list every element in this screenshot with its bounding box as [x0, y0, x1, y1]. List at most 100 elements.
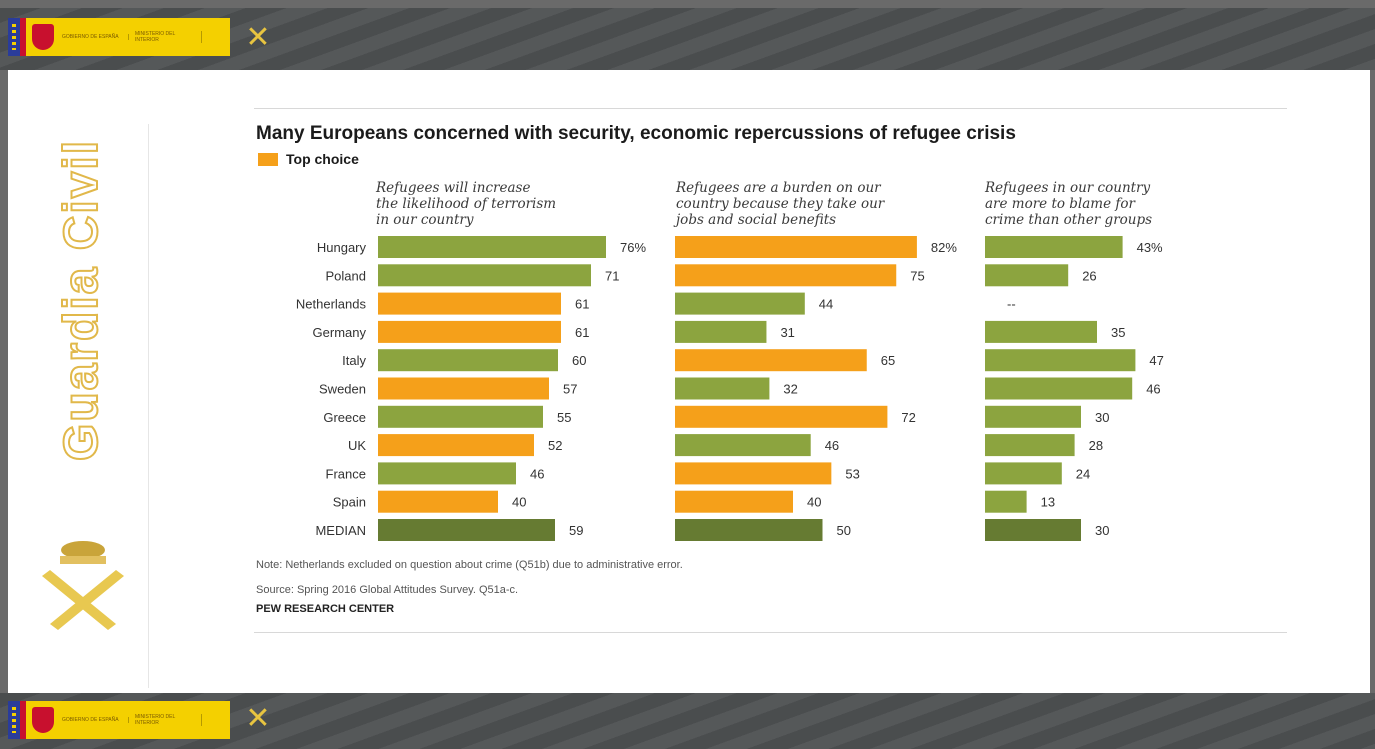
data-label: 75 [910, 268, 924, 283]
bar [378, 462, 516, 485]
category-label: Hungary [317, 240, 367, 255]
bar [378, 320, 561, 343]
category-label: Greece [323, 410, 366, 425]
data-label: 82% [931, 240, 957, 255]
bar [675, 490, 793, 513]
data-label: 60 [572, 353, 586, 368]
bar [378, 434, 534, 457]
bar [378, 519, 555, 541]
top-banner: GOBIERNO DE ESPAÑA MINISTERIO DEL INTERI… [0, 8, 1375, 70]
data-label: 65 [881, 353, 895, 368]
data-label: 40 [807, 495, 821, 510]
bar [985, 236, 1123, 258]
legend: Top choice [258, 151, 359, 167]
data-label: 61 [575, 297, 589, 312]
data-label: 57 [563, 382, 577, 397]
category-label: Poland [326, 268, 366, 283]
category-label: France [326, 466, 366, 481]
chart-credit: PEW RESEARCH CENTER [256, 603, 395, 615]
government-logo: GOBIERNO DE ESPAÑA MINISTERIO DEL INTERI… [8, 18, 230, 56]
eu-flag-icon [8, 701, 20, 739]
eu-flag-icon [8, 18, 20, 56]
bar [985, 377, 1133, 400]
guardia-civil-crest-icon [42, 541, 124, 630]
government-logo-footer: GOBIERNO DE ESPAÑA MINISTERIO DEL INTERI… [8, 701, 230, 739]
bar [675, 264, 897, 287]
bar [378, 264, 591, 287]
data-label: 44 [819, 297, 833, 312]
legend-label-top-choice: Top choice [286, 151, 359, 167]
data-label: 72 [901, 410, 915, 425]
bar [378, 377, 549, 400]
category-label: Sweden [319, 382, 366, 397]
data-label: 59 [569, 523, 583, 538]
coat-of-arms-icon [32, 707, 54, 733]
chart-source: Source: Spring 2016 Global Attitudes Sur… [256, 584, 519, 596]
bar [985, 462, 1062, 485]
bar [378, 349, 558, 372]
gov-label: GOBIERNO DE ESPAÑA [62, 34, 129, 40]
bar [675, 320, 767, 343]
chart-note: Note: Netherlands excluded on question a… [256, 559, 683, 571]
bar [985, 320, 1097, 343]
data-label: 55 [557, 410, 571, 425]
bar [378, 405, 543, 428]
chart-title: Many Europeans concerned with security, … [256, 123, 1016, 144]
ministry-label: MINISTERIO DEL INTERIOR [135, 714, 202, 726]
column-heading-crime: Refugees in our country are more to blam… [985, 180, 1153, 228]
bar [675, 405, 888, 428]
bar [378, 292, 561, 315]
data-label: 28 [1089, 438, 1103, 453]
data-label: 31 [780, 325, 794, 340]
data-label: 24 [1076, 466, 1090, 481]
data-label: 43% [1137, 240, 1163, 255]
coat-of-arms-icon [32, 24, 54, 50]
gov-label: GOBIERNO DE ESPAÑA [62, 717, 129, 723]
bar [985, 349, 1136, 372]
guardia-civil-emblem-icon: ✕ [245, 702, 271, 735]
data-label: 71 [605, 268, 619, 283]
bar [675, 519, 823, 541]
data-label: 47 [1149, 353, 1163, 368]
data-label: 40 [512, 495, 526, 510]
data-label: 53 [845, 466, 859, 481]
bottom-banner: GOBIERNO DE ESPAÑA MINISTERIO DEL INTERI… [0, 693, 1375, 749]
column-heading-burden: Refugees are a burden on our country bec… [676, 180, 885, 228]
data-label: 46 [1146, 382, 1160, 397]
category-label: Netherlands [296, 297, 367, 312]
data-label: 35 [1111, 325, 1125, 340]
bar [675, 349, 867, 372]
category-label: Italy [342, 353, 366, 368]
sidebar-divider [148, 124, 149, 688]
legend-swatch-top-choice [258, 152, 278, 166]
bar [985, 490, 1027, 513]
category-label: MEDIAN [315, 523, 366, 538]
category-label: Germany [313, 325, 367, 340]
bar [675, 462, 832, 485]
data-label: 50 [837, 523, 851, 538]
data-label: 46 [530, 466, 544, 481]
data-label: 13 [1041, 495, 1055, 510]
data-label: 61 [575, 325, 589, 340]
bar [675, 236, 917, 258]
spain-flag-icon [20, 701, 26, 739]
bar [985, 405, 1081, 428]
data-label: 32 [783, 382, 797, 397]
bar [675, 377, 770, 400]
guardia-civil-emblem-icon: ✕ [245, 21, 271, 54]
bar [985, 519, 1081, 541]
category-label: Spain [333, 495, 366, 510]
bar [378, 236, 606, 258]
data-label: 26 [1082, 268, 1096, 283]
category-label: UK [348, 438, 366, 453]
data-label: 30 [1095, 410, 1109, 425]
data-label: 46 [825, 438, 839, 453]
chart-top-rule [254, 108, 1287, 109]
data-label: 30 [1095, 523, 1109, 538]
bar [378, 490, 498, 513]
chart-bottom-rule [254, 632, 1287, 633]
data-label: 52 [548, 438, 562, 453]
bar [985, 434, 1075, 457]
bar [985, 264, 1069, 287]
